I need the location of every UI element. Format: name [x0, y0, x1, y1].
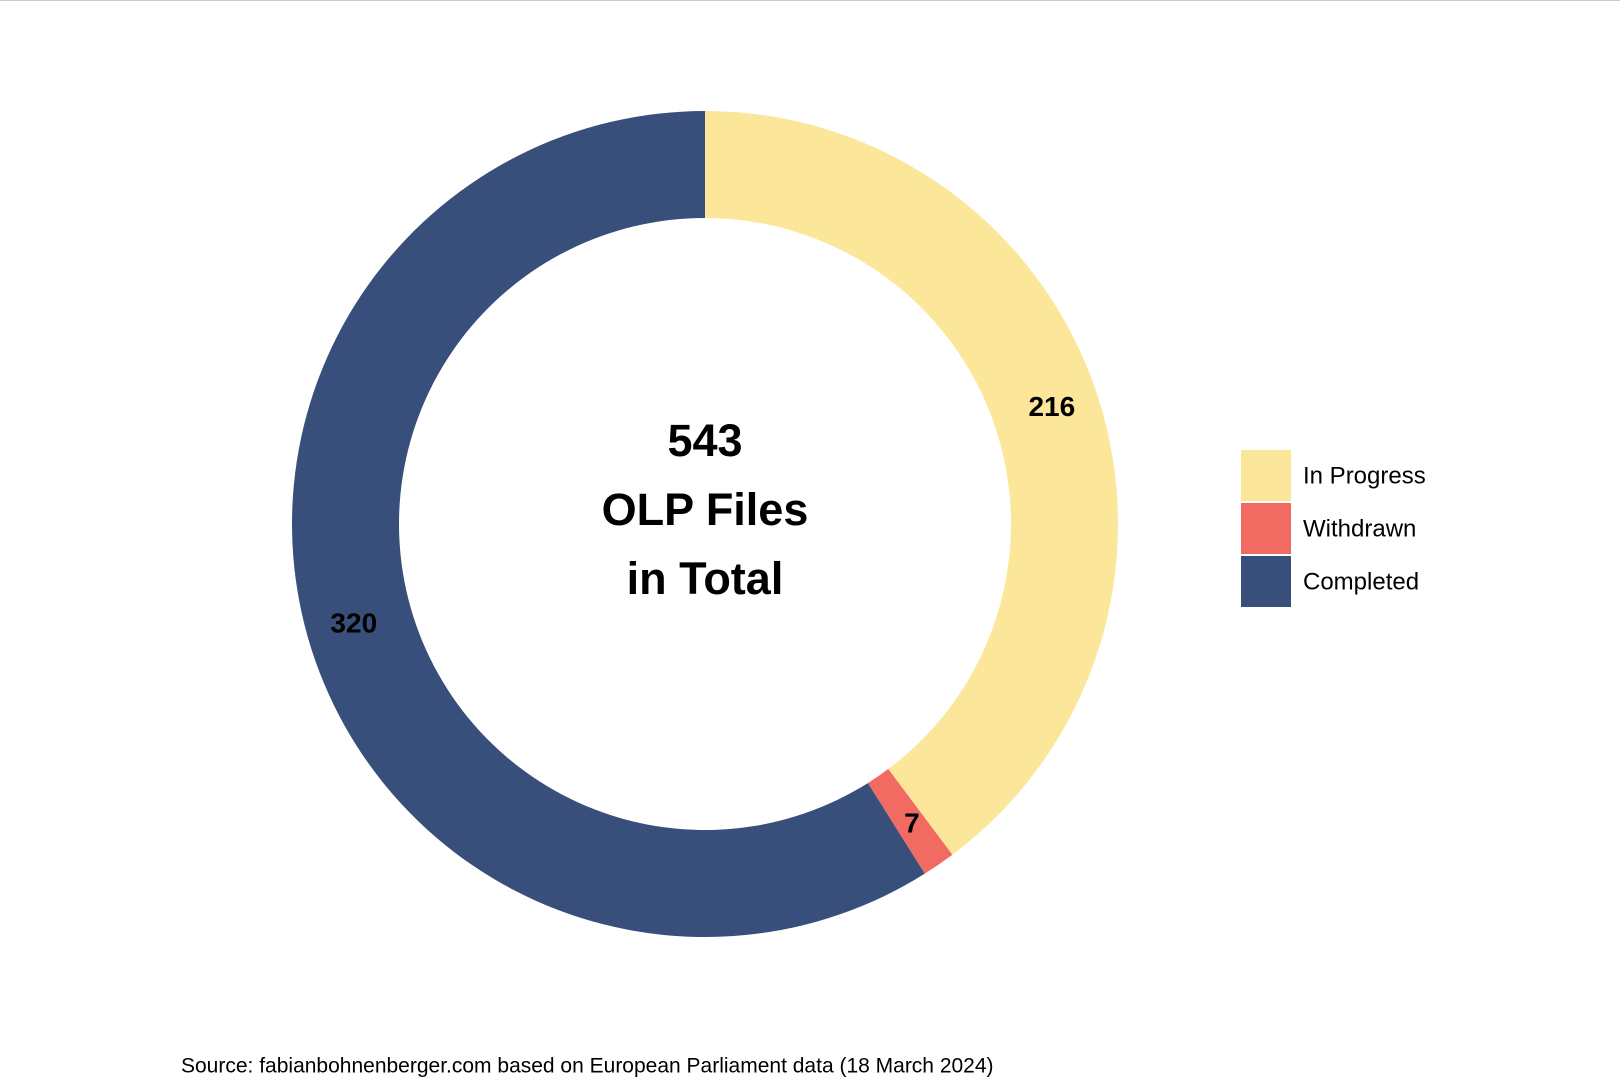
data-label: 216	[1028, 391, 1075, 422]
legend-swatch	[1241, 503, 1291, 554]
source-note: Source: fabianbohnenberger.com based on …	[181, 1055, 994, 1078]
legend-label: Withdrawn	[1303, 515, 1416, 542]
legend-swatch	[1241, 556, 1291, 607]
center-label: OLP Files	[602, 484, 809, 535]
donut-segment	[291, 111, 925, 937]
legend-swatch	[1241, 450, 1291, 501]
data-label: 7	[904, 808, 920, 839]
legend-label: In Progress	[1303, 462, 1426, 489]
center-total: 543	[667, 415, 742, 466]
center-label: in Total	[627, 553, 784, 604]
donut-segment	[867, 769, 953, 874]
legend-label: Completed	[1303, 568, 1419, 595]
data-label: 320	[330, 608, 377, 639]
donut-segment	[705, 111, 1119, 855]
